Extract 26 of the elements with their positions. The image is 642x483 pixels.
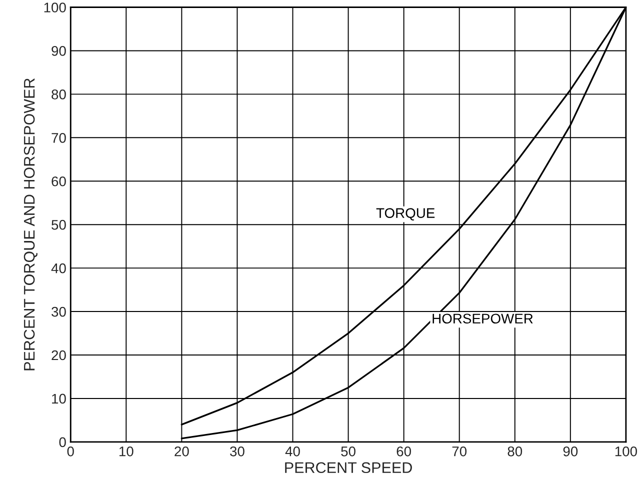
x-tick-label: 70 (452, 446, 467, 456)
x-tick-label: 10 (119, 446, 134, 456)
y-tick-label: 20 (52, 350, 66, 360)
y-tick-label: 80 (52, 90, 66, 100)
x-axis-title: PERCENT SPEED (285, 462, 412, 474)
series-label: TORQUE (376, 208, 435, 220)
y-tick-label: 50 (52, 220, 66, 230)
x-tick-label: 40 (285, 446, 300, 456)
x-tick-label: 20 (174, 446, 189, 456)
y-tick-label: 30 (52, 306, 66, 317)
x-tick-label: 80 (508, 446, 522, 456)
x-tick-label: 100 (615, 446, 637, 456)
x-tick-label: 50 (341, 446, 356, 456)
y-tick-label: 100 (44, 2, 66, 12)
y-tick-label: 0 (59, 437, 66, 448)
y-tick-label: 60 (52, 176, 66, 186)
y-tick-label: 40 (51, 263, 66, 274)
y-tick-label: 90 (52, 46, 66, 56)
y-tick-label: 10 (52, 394, 66, 404)
y-axis-title: PERCENT TORQUE AND HORSEPOWER (24, 78, 38, 370)
x-tick-label: 0 (67, 446, 74, 456)
x-tick-label: 30 (230, 446, 244, 456)
x-tick-label: 90 (563, 446, 578, 456)
series-label: HORSEPOWER (432, 314, 533, 324)
y-tick-label: 70 (52, 132, 66, 143)
x-tick-label: 60 (396, 446, 411, 456)
